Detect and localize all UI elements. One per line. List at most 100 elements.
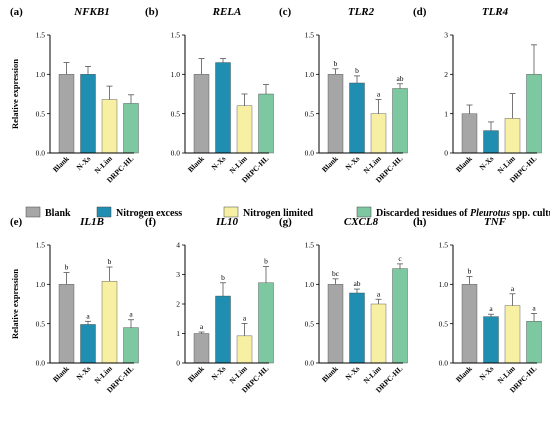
category-label: Blank [51,153,72,174]
y-tick-label: 1.5 [36,241,46,250]
category-label: N-Xs [344,364,362,382]
bar-drpc-hl [526,74,542,154]
y-tick-label: 0 [444,149,448,158]
bar-n-lim [101,99,118,154]
significance-label: b [355,66,359,75]
bar-blank [461,113,478,154]
y-tick-label: 1.0 [36,280,46,289]
panel-title: NFKB1 [73,6,109,18]
y-tick-label: 0.5 [171,109,181,118]
panel-title: TLR4 [482,6,509,18]
category-label: N-Xs [344,154,362,172]
panel-letter: (g) [279,216,292,228]
y-tick-label: 1.5 [171,31,181,40]
bar-blank [327,74,344,154]
y-tick-label: 0.5 [439,319,449,328]
panel-letter: (f) [145,216,156,228]
bar-n-lim [236,335,253,364]
legend-swatch-drpc-hl [356,206,372,218]
legend-swatch-blank [25,206,41,218]
y-tick-label: 1.5 [305,31,315,40]
y-tick-label: 1.5 [439,241,449,250]
bar-n-lim [504,305,521,364]
bar-n-xs [80,324,96,364]
significance-label: a [243,313,247,322]
significance-label: a [200,322,204,331]
y-tick-label: 1.0 [171,70,181,79]
y-tick-label: 0.0 [36,359,46,368]
significance-label: ab [353,279,360,288]
bar-blank [58,74,75,154]
category-label: N-Xs [210,154,228,172]
significance-label: b [65,263,69,272]
category-label: N-Xs [75,154,93,172]
category-label: Blank [186,363,207,384]
panels-group: (a) NFKB1 Relative expression 0.0 0.5 1.0 1.5 B… [10,6,542,395]
category-label: Blank [51,363,72,384]
y-tick-label: 4 [176,241,180,250]
bar-n-lim [101,280,118,364]
legend-label-genus: Pleurotus [470,208,510,219]
y-tick-label: 0.5 [305,319,315,328]
legend-label-suffix: spp. cultures hydrolysate [510,208,550,219]
y-axis-label: Relative expression [10,59,20,129]
significance-label: b [108,257,112,266]
bar-n-xs [349,82,365,154]
legend-swatch-n-lim [223,206,239,218]
significance-label: bc [332,269,340,278]
bar-drpc-hl [123,327,139,364]
panel-letter: (h) [413,216,427,228]
bar-n-xs [349,292,365,364]
significance-label: a [129,310,133,319]
bar-drpc-hl [258,282,274,364]
category-label: Blank [320,153,341,174]
bar-n-xs [483,316,499,364]
bar-blank [461,284,478,364]
y-tick-label: 0.5 [36,109,46,118]
y-tick-label: 0 [176,359,180,368]
bar-drpc-hl [526,321,542,364]
y-tick-label: 1.5 [305,241,315,250]
significance-label: a [377,289,381,298]
y-tick-label: 0.0 [439,359,449,368]
bar-blank [327,284,344,364]
category-label: Blank [454,153,475,174]
significance-label: a [532,303,536,312]
y-tick-label: 1 [444,109,448,118]
panel-letter: (e) [10,216,23,228]
y-tick-label: 0.0 [305,149,315,158]
legend-label-drpc-hl: Discarded residues of Pleurotus spp. cul… [376,208,550,219]
legend-label-n-xs: Nitrogen excess [116,208,182,219]
panel-title: CXCL8 [344,216,379,228]
bar-n-xs [215,295,231,364]
panel-title: RELA [212,6,242,18]
chart-panel-5: (e) IL1B Relative expression 0.0 0.5 1.0 1.5 b B… [10,216,139,395]
significance-label: b [221,273,225,282]
panel-title: IL1B [79,216,104,228]
legend-label-n-lim: Nitrogen limited [243,208,314,219]
chart-panel-3: (c) TLR20.00.51.01.5bBlankbN-XsaN-LimabDR… [279,6,408,185]
chart-panel-8: (h) TNF0.00.51.01.5bBlankaN-XsaN-LimaDRPC… [413,216,542,395]
y-tick-label: 1.0 [305,70,315,79]
y-tick-label: 2 [444,70,448,79]
bar-drpc-hl [258,93,274,154]
legend-label-prefix: Discarded residues of [376,208,470,219]
significance-label: a [511,284,515,293]
category-label: N-Xs [478,364,496,382]
y-tick-label: 0.0 [305,359,315,368]
bar-n-lim [370,113,387,154]
bar-drpc-hl [123,103,139,154]
significance-label: ab [396,74,403,83]
y-tick-label: 1.5 [36,31,46,40]
category-label: Blank [186,153,207,174]
y-tick-label: 0.5 [305,109,315,118]
panel-letter: (c) [279,6,292,18]
y-tick-label: 2 [176,300,180,309]
bar-n-lim [370,303,387,364]
bar-blank [58,284,75,364]
panel-title: IL10 [215,216,239,228]
significance-label: b [264,257,268,266]
category-label: Blank [454,363,475,384]
bar-drpc-hl [392,268,408,364]
